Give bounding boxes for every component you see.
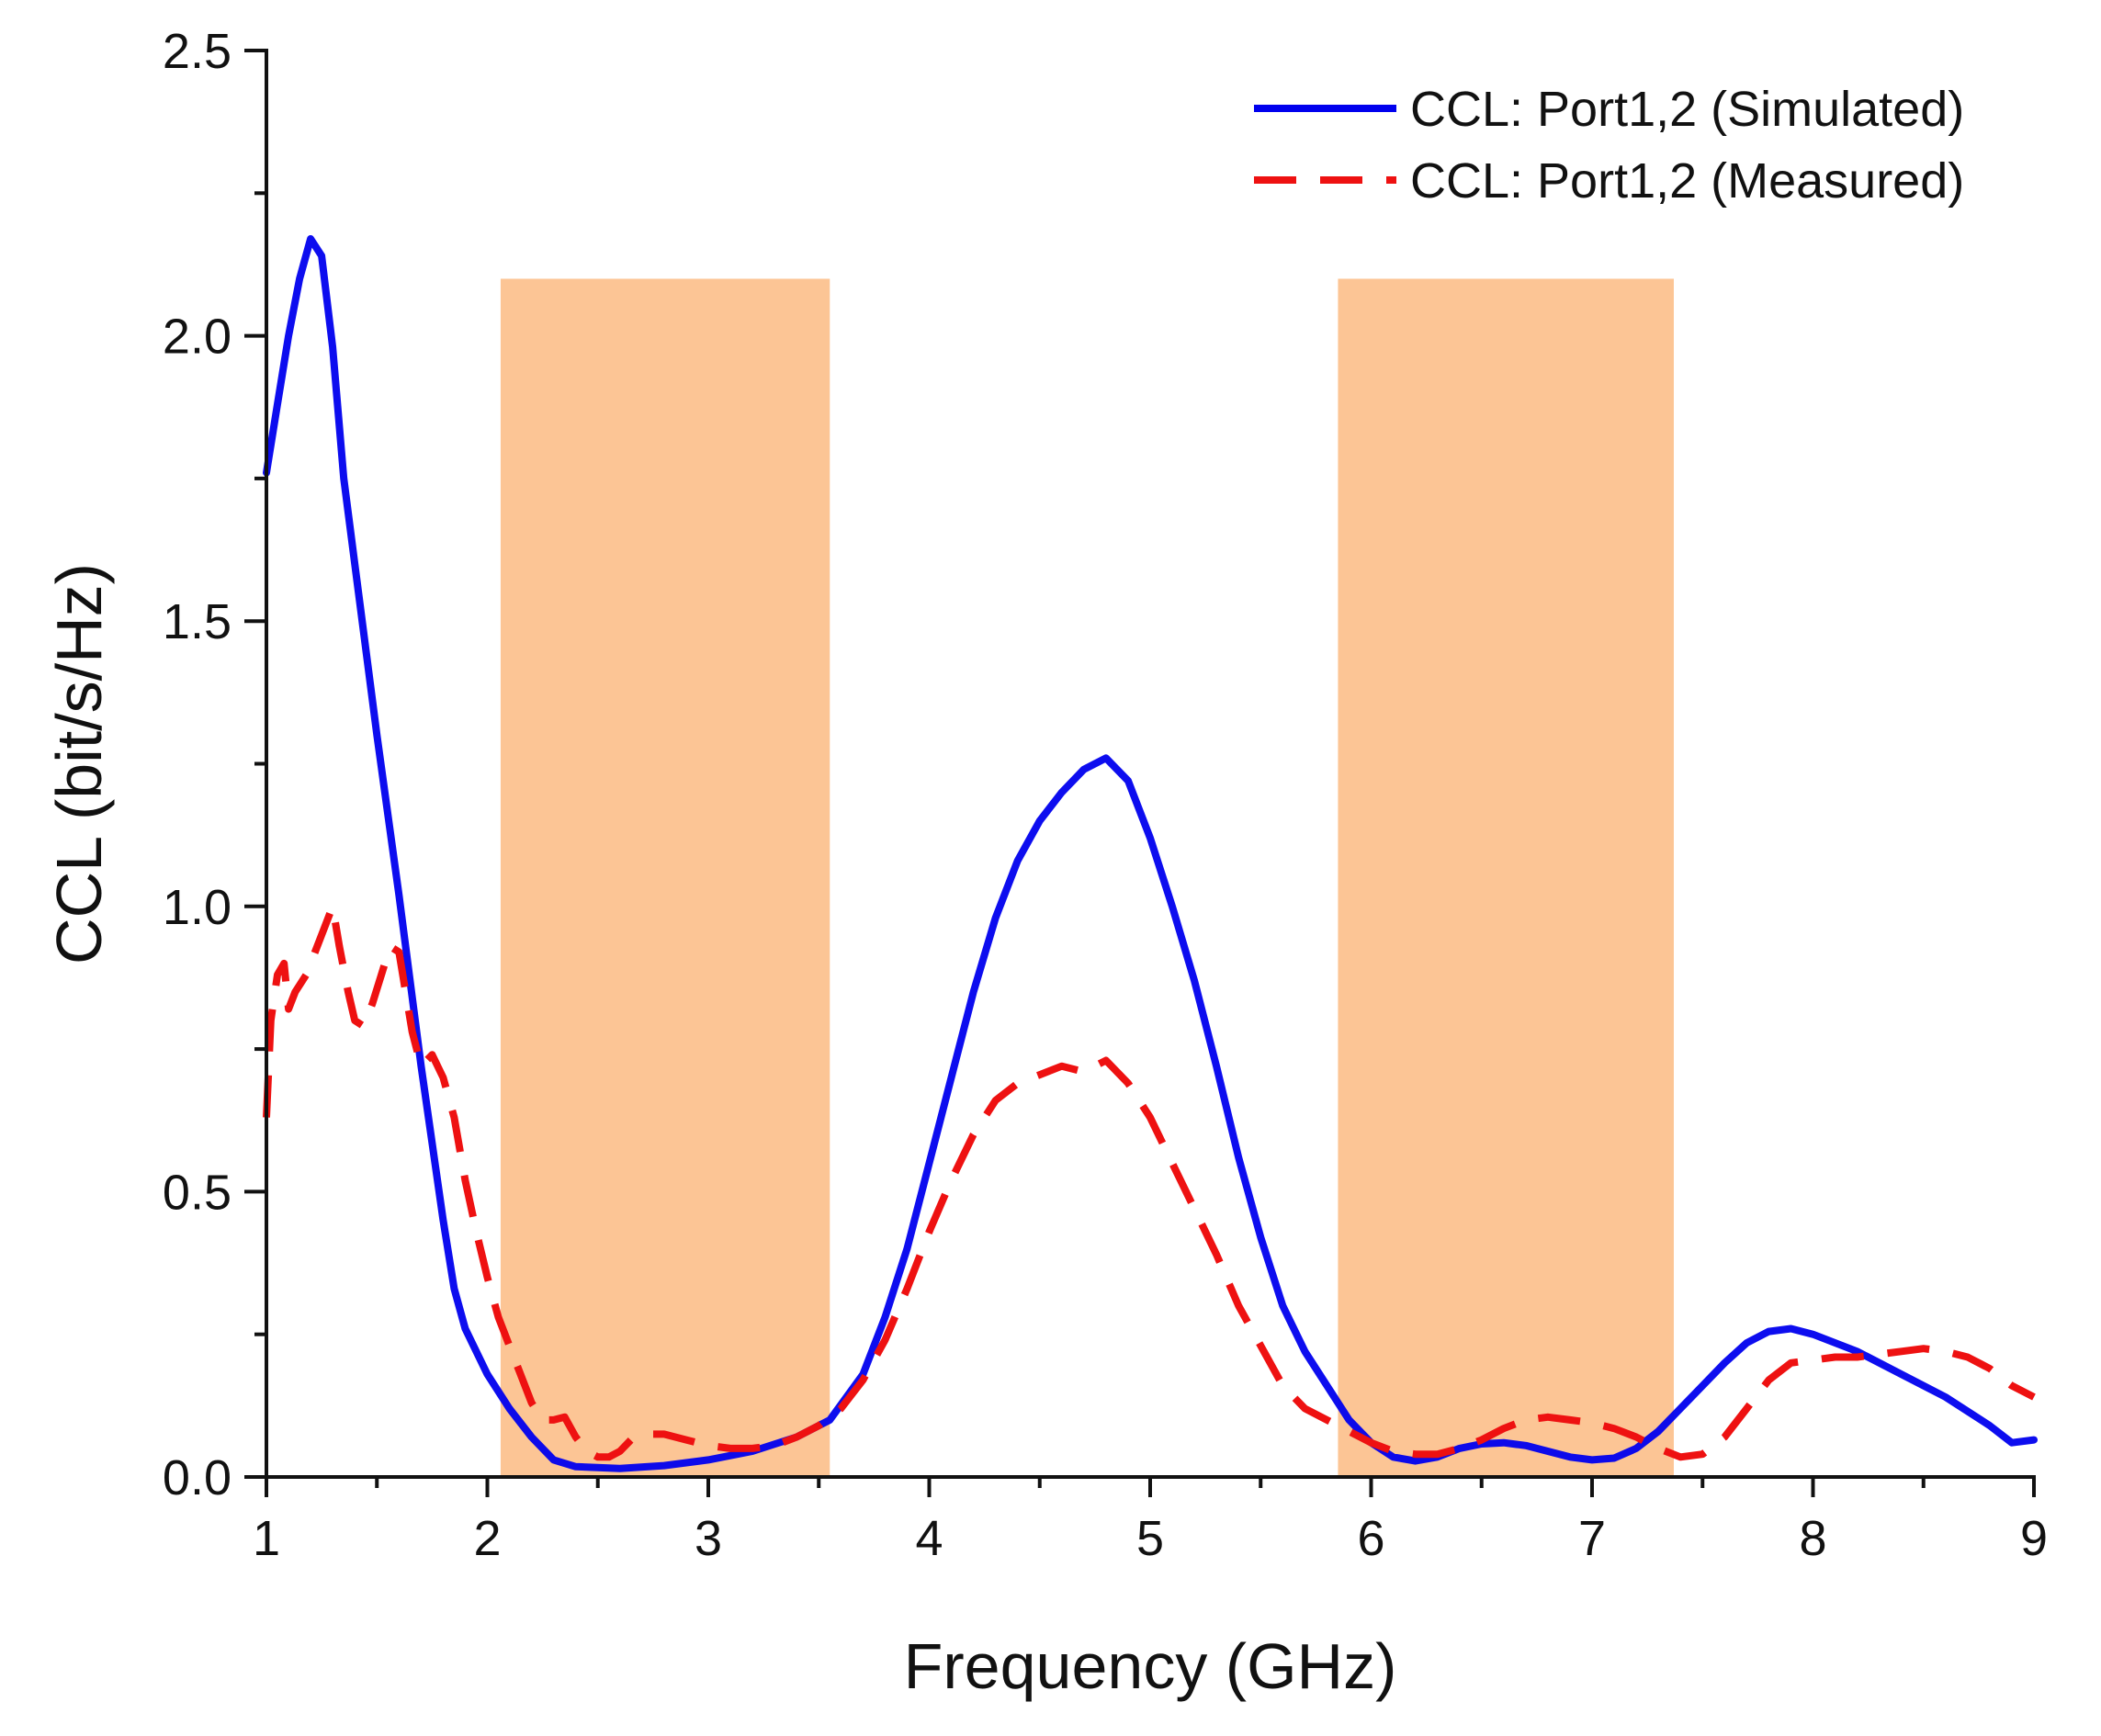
x-tick-label: 1: [253, 1511, 280, 1566]
y-axis-title: CCL (bit/s/Hz): [43, 563, 115, 964]
x-tick-label: 6: [1357, 1511, 1384, 1566]
x-tick-label: 8: [1799, 1511, 1826, 1566]
series-line-simulated: [263, 235, 2038, 1472]
shaded-bands: [500, 278, 1674, 1478]
x-tick-label: 2: [473, 1511, 501, 1566]
series-layer: [263, 235, 2038, 1472]
legend: CCL: Port1,2 (Simulated) CCL: Port1,2 (M…: [1254, 82, 1964, 209]
y-tick-label: 0.5: [163, 1165, 232, 1220]
x-tick-label: 9: [2020, 1511, 2048, 1566]
ticks: 1 2 3 4 5 6 7 8 9 0.0 0.5 1.0 1.5 2.0 2.5: [163, 24, 2048, 1566]
x-axis-title: Frequency (GHz): [904, 1630, 1397, 1702]
y-tick-label: 2.5: [163, 24, 232, 79]
y-tick-label: 0.0: [163, 1450, 232, 1505]
y-tick-label: 1.0: [163, 880, 232, 935]
x-tick-label: 7: [1578, 1511, 1606, 1566]
x-tick-label: 3: [695, 1511, 722, 1566]
y-tick-label: 1.5: [163, 594, 232, 649]
y-tick-label: 2.0: [163, 310, 232, 365]
series-line-measured: [263, 902, 2036, 1461]
shaded-band-1: [500, 278, 830, 1478]
x-tick-label: 5: [1136, 1511, 1164, 1566]
x-tick-label: 4: [915, 1511, 943, 1566]
shaded-band-2: [1338, 278, 1674, 1478]
legend-label-measured: CCL: Port1,2 (Measured): [1410, 153, 1964, 209]
legend-label-simulated: CCL: Port1,2 (Simulated): [1410, 82, 1964, 137]
